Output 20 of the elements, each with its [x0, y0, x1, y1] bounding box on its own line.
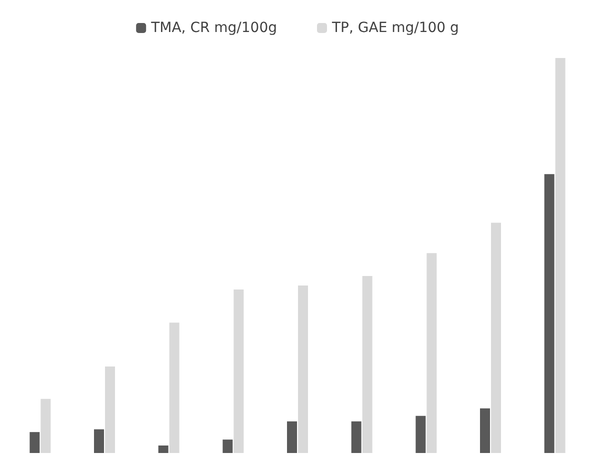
bar: [298, 286, 308, 453]
bar: [555, 58, 566, 453]
bar: [287, 421, 297, 453]
legend-label: TP, GAE mg/100 g: [331, 20, 459, 36]
legend-label: TMA, CR mg/100g: [150, 20, 278, 36]
bar: [222, 440, 233, 453]
bar: [426, 253, 437, 453]
bar: [30, 432, 40, 453]
bar: [351, 421, 362, 453]
bar: [169, 322, 180, 453]
bar: [94, 429, 104, 453]
bar: [416, 416, 426, 453]
bar: [105, 366, 115, 453]
bar: [362, 276, 372, 453]
bar: [544, 174, 554, 453]
bar: [491, 222, 501, 453]
bar: [480, 408, 490, 453]
bar: [158, 445, 168, 453]
bar: [40, 398, 51, 453]
bar: [234, 289, 244, 453]
